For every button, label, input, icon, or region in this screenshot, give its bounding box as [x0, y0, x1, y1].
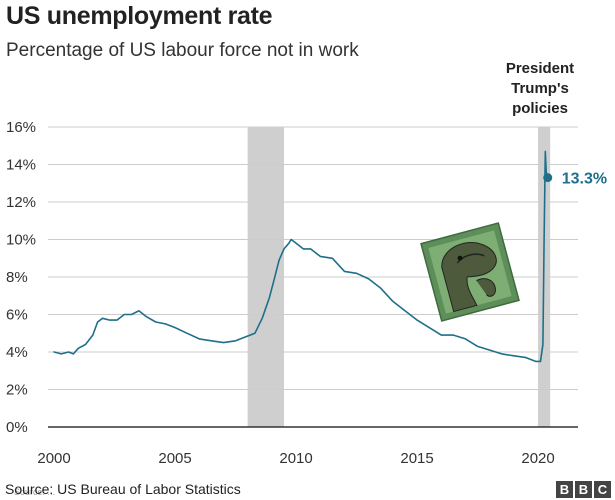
data-point [310, 248, 311, 249]
data-point [245, 336, 246, 337]
data-point [124, 314, 125, 315]
data-point [545, 151, 546, 152]
data-point [295, 243, 296, 244]
x-tick-label: 2015 [400, 450, 433, 467]
data-point [544, 239, 545, 240]
data-point [102, 318, 103, 319]
y-tick-label: 12% [6, 194, 36, 211]
data-point [97, 321, 98, 322]
y-tick-label: 16% [6, 119, 36, 136]
data-point [199, 338, 200, 339]
data-point [291, 239, 292, 240]
data-point [303, 248, 304, 249]
data-point [356, 273, 357, 274]
data-point [344, 271, 345, 272]
data-point [392, 301, 393, 302]
data-point [109, 320, 110, 321]
chart-subtitle: Percentage of US labour force not in wor… [6, 40, 359, 61]
data-point [501, 353, 502, 354]
raptor-meme-image [420, 222, 520, 322]
faint-source-text: Source: ... [14, 487, 56, 497]
data-point [187, 333, 188, 334]
trump-policies-label: President Trump's policies [506, 60, 574, 117]
data-point [85, 344, 86, 345]
x-tick-label: 2005 [158, 450, 191, 467]
y-tick-label: 0% [6, 419, 28, 436]
y-tick-label: 4% [6, 344, 28, 361]
data-point [535, 361, 536, 362]
data-point [542, 344, 543, 345]
data-point [131, 314, 132, 315]
data-point [477, 346, 478, 347]
line-chart: 0%2%4%6%8%10%12%14%16% 2000 2005 2010 2015 2… [6, 60, 607, 467]
y-tick-label: 8% [6, 269, 28, 286]
data-point [73, 353, 74, 354]
data-point [269, 297, 270, 298]
y-tick-label: 10% [6, 232, 36, 249]
x-tick-label: 2000 [37, 450, 70, 467]
bbc-logo-c: C [594, 481, 611, 498]
y-tick-label: 2% [6, 382, 28, 399]
data-point [416, 320, 417, 321]
data-point [429, 327, 430, 328]
data-point [155, 321, 156, 322]
data-point [540, 361, 541, 362]
data-point [320, 256, 321, 257]
data-point [380, 288, 381, 289]
bbc-logo-b1: B [556, 481, 573, 498]
data-point [262, 318, 263, 319]
data-point [116, 320, 117, 321]
data-point [368, 278, 369, 279]
data-point [61, 353, 62, 354]
data-point [489, 350, 490, 351]
x-axis-ticks: 2000 2005 2010 2015 2020 [37, 450, 554, 467]
latest-value-label: 13.3% [562, 171, 607, 188]
data-point [211, 340, 212, 341]
source-text: Source: US Bureau of Labor Statistics [5, 481, 241, 497]
data-point [404, 310, 405, 311]
bbc-logo: B B C [556, 481, 611, 498]
data-point [441, 335, 442, 336]
data-point [138, 310, 139, 311]
chart-title: US unemployment rate [6, 2, 273, 30]
data-point [145, 316, 146, 317]
y-tick-label: 6% [6, 307, 28, 324]
data-point [288, 243, 289, 244]
data-point [525, 357, 526, 358]
bbc-logo-b2: B [575, 481, 592, 498]
data-point [453, 335, 454, 336]
data-point [174, 327, 175, 328]
data-point [513, 355, 514, 356]
data-point [92, 335, 93, 336]
data-point [223, 342, 224, 343]
data-point [465, 338, 466, 339]
data-point [283, 248, 284, 249]
data-point [254, 333, 255, 334]
data-point [274, 278, 275, 279]
unemployment-line [53, 150, 549, 363]
data-point [332, 258, 333, 259]
x-tick-label: 2020 [521, 450, 554, 467]
data-point [68, 351, 69, 352]
data-point [165, 323, 166, 324]
y-axis-ticks: 0% 2% 4% 6% 8% 10% 12% 14% 16% [6, 119, 36, 436]
data-point [235, 340, 236, 341]
y-tick-label: 14% [6, 157, 36, 174]
x-tick-label: 2010 [279, 450, 312, 467]
data-point [279, 260, 280, 261]
latest-value-marker [543, 173, 553, 183]
data-point [53, 351, 54, 352]
data-point [78, 348, 79, 349]
